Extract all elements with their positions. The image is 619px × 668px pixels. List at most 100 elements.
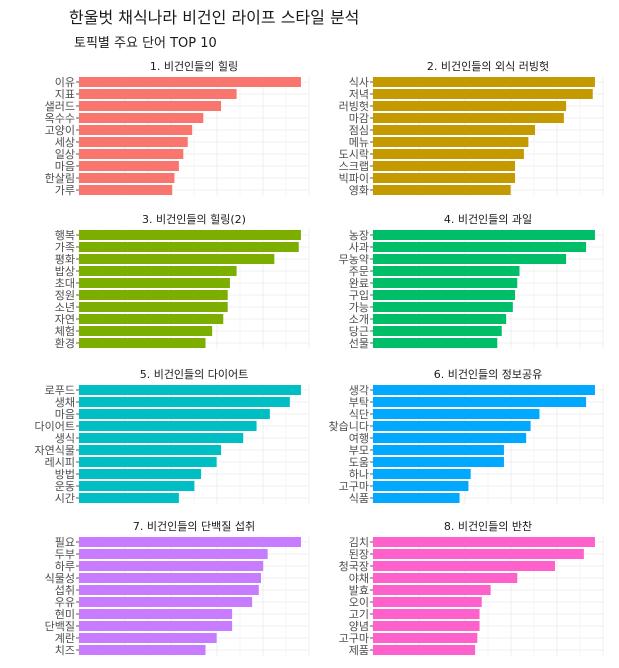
page-title: 한울벗 채식나라 비건인 라이프 스타일 분석 [69,8,360,27]
bar [79,421,257,431]
bar [373,537,595,547]
bar [79,645,206,655]
category-label: 자연식물 [35,444,75,457]
bar [373,101,567,111]
category-label: 고양이 [45,124,75,137]
category-label: 찾습니다 [329,420,369,433]
category-label: 완료 [349,277,369,290]
category-label: 세상 [55,136,75,149]
bar [373,621,480,631]
category-label: 두부 [55,548,75,561]
bar [373,230,595,240]
category-label: 양념 [349,620,369,633]
panel-strip [79,516,309,536]
bar [79,481,195,491]
category-label: 무농약 [339,252,369,266]
bar [79,385,301,395]
bar [373,397,587,407]
category-label: 밥상 [55,265,75,278]
bar [79,254,275,264]
category-label: 마음 [55,408,75,421]
bar [373,278,518,288]
category-label: 김치 [349,536,369,549]
category-label: 러빙헛 [339,100,369,113]
category-label: 섭취 [55,584,75,597]
category-label: 부모 [349,444,369,457]
bar [373,445,504,455]
category-label: 식품 [349,492,369,505]
bar [79,242,299,252]
panel-strip [373,516,603,536]
panel-title: 7. 비건인들의 단백질 섭취 [133,520,255,533]
bar [373,242,587,252]
category-label: 환경 [55,337,75,350]
bar [373,302,513,312]
bar [79,549,268,559]
category-label: 구입 [349,289,369,302]
category-label: 식물성 [45,572,75,585]
category-label: 식단 [349,408,369,421]
bar [79,493,179,503]
bar [373,633,478,643]
category-label: 소개 [349,313,369,326]
bar [79,537,301,547]
panel-strip [373,209,603,229]
category-label: 레시피 [45,456,75,469]
panel-strip [79,209,309,229]
category-label: 일상 [55,147,75,161]
category-label: 오이 [349,596,369,609]
bar [373,254,567,264]
panel-title: 1. 비건인들의 힐링 [150,60,238,73]
category-label: 생채 [55,396,75,409]
bar [373,561,555,571]
bar [79,561,264,571]
bar [373,185,511,195]
bar [79,326,213,336]
category-label: 도시락 [339,148,369,161]
bar [373,385,595,395]
category-label: 메뉴 [349,136,369,149]
category-label: 로푸드 [45,384,75,397]
category-label: 단백질 [45,620,75,633]
bar [373,609,480,619]
category-label: 다이어트 [35,420,75,433]
bar [373,149,524,159]
page-subtitle: 토픽별 주요 단어 TOP 10 [74,36,217,51]
panel-strip [373,364,603,384]
category-label: 평화 [55,253,75,266]
bar [79,573,261,583]
category-label: 생각 [349,384,369,397]
category-label: 점심 [349,124,369,137]
category-label: 마감 [349,112,369,125]
bar [373,597,482,607]
category-label: 농장 [349,229,369,242]
bar [79,266,237,276]
bar [373,457,504,467]
bar [79,137,188,147]
category-label: 방법 [55,468,75,481]
category-label: 필요 [55,536,75,549]
category-label: 청국장 [339,560,369,573]
bar [373,481,469,491]
category-label: 된장 [349,548,369,561]
category-label: 고구마 [339,632,369,645]
category-label: 야채 [349,572,369,585]
bar [373,585,491,595]
bar [373,77,595,87]
bar [79,77,301,87]
category-label: 빅파이 [339,172,369,185]
category-label: 발효 [349,584,369,597]
bar [373,125,536,135]
category-label: 이유 [55,76,75,89]
category-label: 식사 [349,76,369,89]
bar [373,266,520,276]
panel-strip [373,56,603,76]
category-label: 스크랩 [339,160,369,173]
category-label: 하루 [55,559,75,573]
category-label: 가루 [55,184,75,197]
category-label: 지표 [55,88,75,101]
bar [79,457,217,467]
category-label: 생식 [55,432,75,445]
